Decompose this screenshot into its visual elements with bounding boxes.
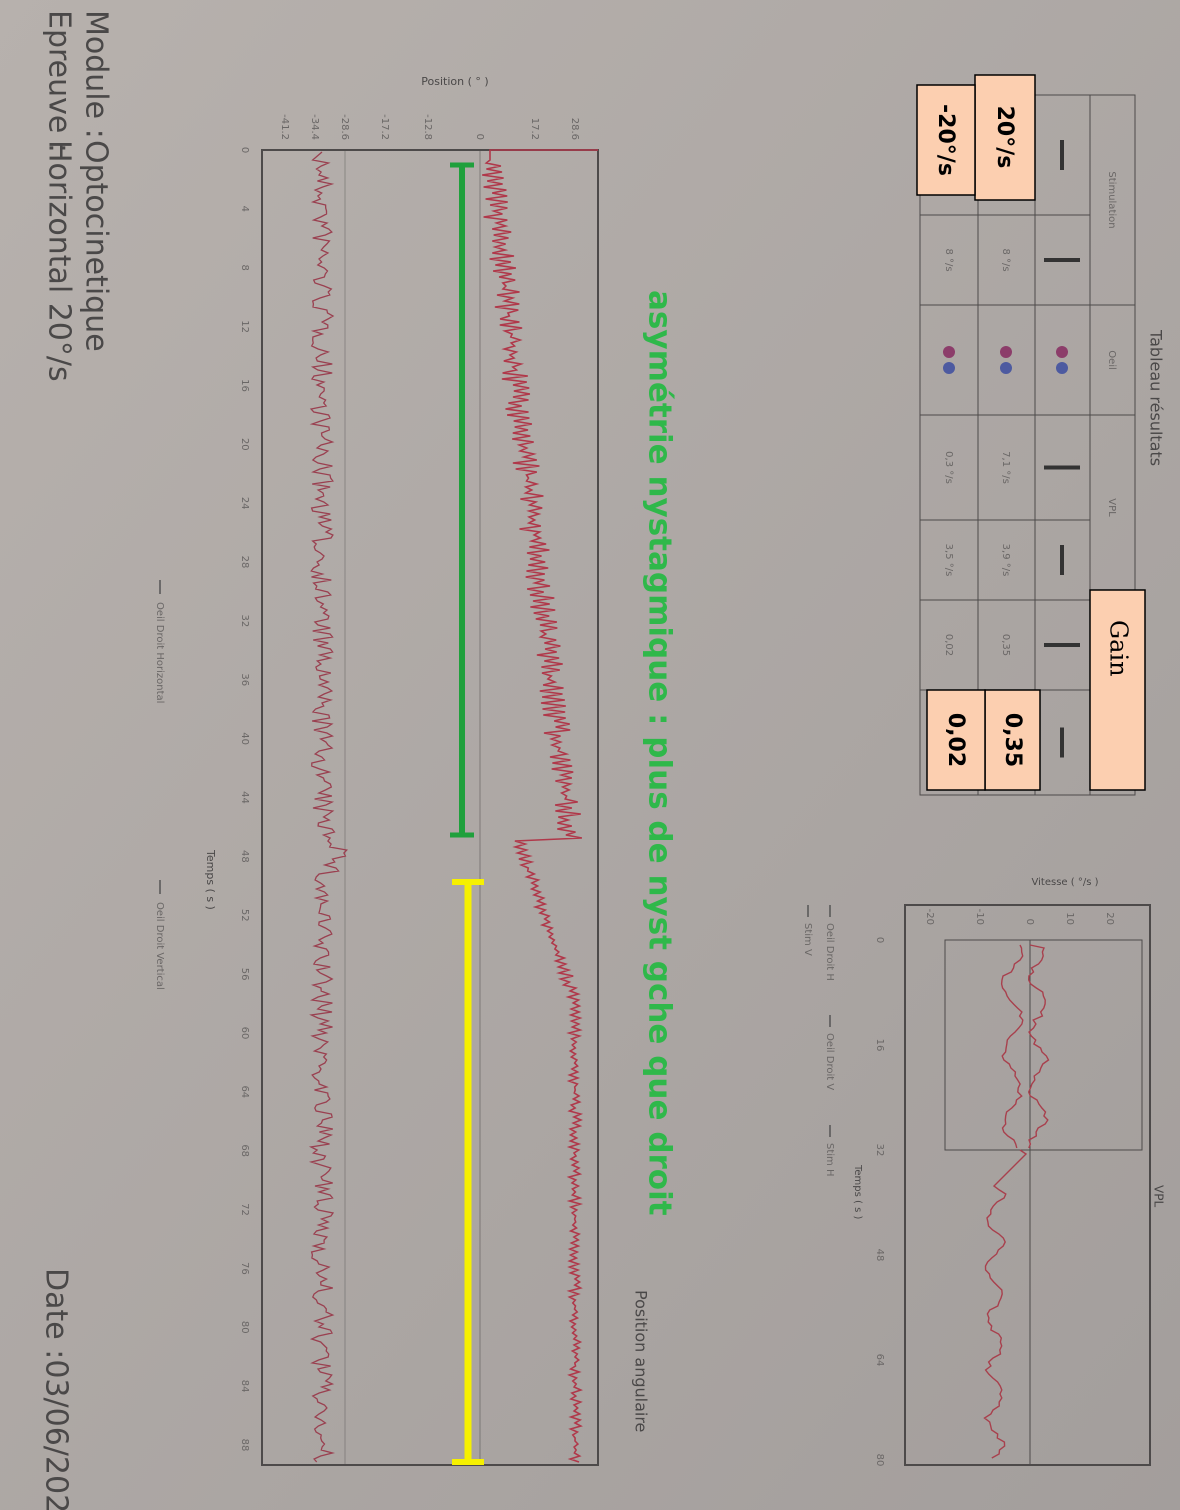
asymmetry-note: asymétrie nystagmique : plus de nyst gch…	[642, 290, 678, 1216]
table-cell: 3,9 °/s	[1000, 544, 1011, 577]
y-tick-label: 20	[1104, 912, 1115, 925]
x-tick-label: 24	[239, 497, 250, 510]
legend-label: Oeil Droit H	[824, 923, 835, 981]
y-tick-label: 28.6	[569, 118, 580, 140]
y-tick-label: -10	[974, 909, 985, 925]
gain-note: Gain	[1105, 620, 1133, 677]
x-tick-label: 44	[239, 791, 250, 804]
x-tick-label: 84	[239, 1380, 250, 1393]
table-cell: 8 °/s	[943, 248, 954, 271]
table-cell: 7,1 °/s	[1000, 451, 1011, 484]
x-tick-label: 76	[239, 1262, 250, 1275]
column-header: Stimulation	[1106, 171, 1117, 228]
x-tick-label: 32	[874, 1144, 885, 1157]
vpl-title: VPL	[1152, 1185, 1166, 1207]
y-tick-label: -28.6	[339, 114, 350, 140]
gain-pos-note: 0,35	[1000, 713, 1025, 767]
y-tick-label: 17.2	[529, 118, 540, 140]
x-tick-label: 20	[239, 438, 250, 451]
module-label: Module :	[79, 10, 114, 139]
x-tick-label: 4	[239, 206, 250, 212]
y-tick-label: 0	[1024, 919, 1035, 925]
vpl-x-label: Temps ( s )	[852, 1164, 863, 1220]
column-header: Oeil	[1106, 350, 1117, 370]
table-cell: 0,3 °/s	[943, 451, 954, 484]
x-tick-label: 48	[239, 850, 250, 863]
eye-icon	[1000, 346, 1012, 358]
eye-icon	[1056, 362, 1068, 374]
x-tick-label: 80	[874, 1454, 885, 1467]
date: Date :03/06/2020	[39, 1268, 74, 1510]
eye-icon	[1000, 362, 1012, 374]
eye-icon	[943, 346, 955, 358]
x-tick-label: 0	[239, 147, 250, 153]
x-tick-label: 88	[239, 1439, 250, 1452]
y-tick-label: -34.4	[309, 114, 320, 140]
x-tick-label: 72	[239, 1203, 250, 1216]
vpl-y-label: Vitesse ( °/s )	[1032, 877, 1099, 888]
x-tick-label: 32	[239, 615, 250, 628]
module: Optocinetique	[79, 140, 114, 352]
gain-neg-note: 0,02	[943, 713, 968, 767]
x-tick-label: 56	[239, 968, 250, 981]
y-axis-label: Position ( ° )	[421, 75, 488, 88]
table-title: Tableau résultats	[1147, 329, 1166, 466]
y-tick-label: 0	[474, 134, 485, 140]
y-tick-label: -41.2	[279, 114, 290, 140]
stim-pos-note: 20°/s	[992, 106, 1017, 169]
table-cell: 0,35	[1000, 634, 1011, 656]
x-tick-label: 12	[239, 320, 250, 333]
y-tick-label: -17.2	[379, 114, 390, 140]
x-tick-label: 64	[874, 1354, 885, 1367]
test-label: Epreuve :	[42, 10, 77, 153]
table-cell: 8 °/s	[1000, 248, 1011, 271]
legend-label: Stim H	[824, 1143, 835, 1177]
x-tick-label: 40	[239, 732, 250, 745]
x-tick-label: 0	[874, 937, 885, 943]
y-tick-label: -20	[924, 909, 935, 925]
table-cell: 0,02	[943, 634, 954, 656]
x-tick-label: 60	[239, 1027, 250, 1040]
column-header: VPL	[1106, 498, 1117, 517]
legend-label: Oeil Droit Horizontal	[154, 602, 165, 703]
legend-label: Stim V	[802, 923, 813, 956]
x-tick-label: 64	[239, 1085, 250, 1098]
x-tick-label: 16	[874, 1039, 885, 1052]
x-tick-label: 52	[239, 909, 250, 922]
x-tick-label: 36	[239, 673, 250, 686]
y-tick-label: 10	[1064, 912, 1075, 925]
report-photo: Module : Optocinetique Epreuve : Horizon…	[0, 0, 1180, 1510]
x-tick-label: 16	[239, 379, 250, 392]
x-tick-label: 48	[874, 1249, 885, 1262]
y-tick-label: -12.8	[422, 114, 433, 140]
legend-label: Oeil Droit V	[824, 1033, 835, 1090]
x-tick-label: 68	[239, 1144, 250, 1157]
x-axis-label: Temps ( s )	[204, 849, 217, 910]
legend-label: Oeil Droit Vertical	[154, 902, 165, 990]
x-tick-label: 28	[239, 556, 250, 569]
chart-title: Position angulaire	[632, 1290, 651, 1432]
x-tick-label: 80	[239, 1321, 250, 1334]
test: Horizontal 20°/s	[42, 140, 77, 382]
eye-icon	[1056, 346, 1068, 358]
table-cell: 3,5 °/s	[943, 544, 954, 577]
stim-neg-note: -20°/s	[933, 104, 958, 176]
eye-icon	[943, 362, 955, 374]
x-tick-label: 8	[239, 265, 250, 271]
